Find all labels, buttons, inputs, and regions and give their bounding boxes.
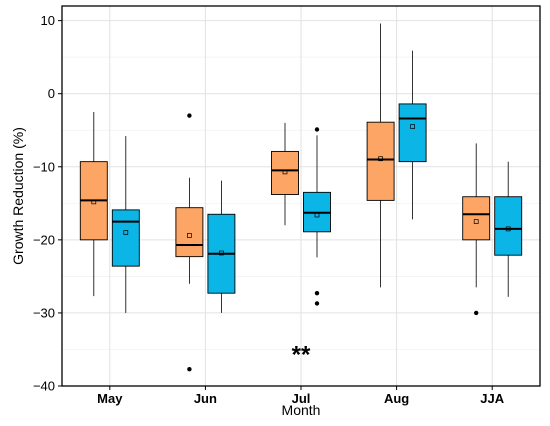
outlier-point [314,127,320,132]
box-may-1 [79,111,108,297]
outlier-point [187,113,192,118]
boxes [79,23,523,372]
box-aug-2 [398,50,427,220]
mean-marker [505,226,511,232]
box-jja-2 [494,161,523,297]
x-tick-label: Jul [292,391,311,406]
axes: 10 0 −10 −20 −30 −40 May Jun Jul Aug JJA [33,13,505,406]
box-jul-1 [271,122,299,226]
mean-marker [187,233,192,238]
y-tick-label: −20 [33,232,55,247]
box-jun-2 [207,180,236,313]
box [111,209,140,267]
outlier-point [314,290,320,296]
box [366,121,395,201]
mean-marker [314,212,320,218]
outlier-point [187,366,192,372]
x-axis-title: Month [282,402,321,418]
x-tick-label: Jun [194,391,217,406]
box-jun-1 [175,113,204,372]
mean-marker [378,156,383,162]
mean-marker [91,199,97,205]
mean-marker [282,169,288,175]
mean-marker [123,230,129,235]
outlier-point [314,301,320,306]
y-tick-label: 0 [48,86,55,101]
grid [62,6,540,387]
y-tick-label: 10 [41,13,55,28]
box [462,196,491,241]
y-tick-label: −30 [33,305,55,320]
mean-marker [219,250,224,256]
box-jja-1 [462,143,491,316]
x-tick-label: Aug [384,391,409,406]
x-tick-label: May [97,391,123,406]
box-aug-1 [366,23,395,288]
outlier-point [474,310,479,316]
y-tick-label: −10 [33,159,55,174]
box-may-2 [111,136,140,313]
y-tick-label: −40 [33,379,55,394]
mean-marker [410,124,415,129]
x-tick-label: JJA [480,391,504,406]
significance-annotation: ** [292,342,311,369]
box-jul-2 [303,127,331,306]
box [494,196,523,256]
box [271,150,299,195]
annotations: ** [292,342,311,369]
box [398,103,427,163]
mean-marker [473,219,479,224]
y-axis-title: Growth Reduction (%) [10,127,26,265]
box [175,207,204,258]
